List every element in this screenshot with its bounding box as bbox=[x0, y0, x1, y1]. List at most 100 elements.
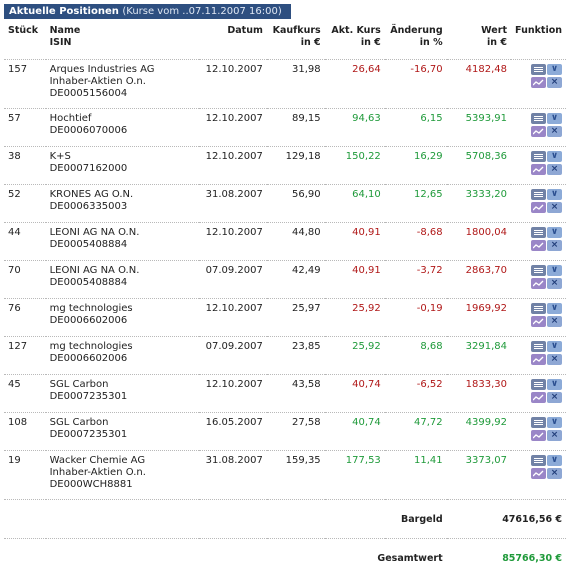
close-icon[interactable]: × bbox=[547, 278, 562, 289]
kaufkurs-cell: 159,35 bbox=[267, 451, 325, 500]
kaufkurs-cell: 42,49 bbox=[267, 261, 325, 299]
isin: DE0005408884 bbox=[50, 277, 196, 289]
isin: DE0007162000 bbox=[50, 163, 196, 175]
isin: DE0007235301 bbox=[50, 391, 196, 403]
kaufkurs-cell: 31,98 bbox=[267, 60, 325, 109]
panel-title: Aktuelle Positionen bbox=[9, 6, 119, 17]
chart-icon[interactable] bbox=[531, 164, 546, 175]
wert-cell: 3373,07 bbox=[447, 451, 511, 500]
stueck-cell: 70 bbox=[4, 261, 46, 299]
wert-cell: 3291,84 bbox=[447, 337, 511, 375]
chart-icon[interactable] bbox=[531, 240, 546, 251]
close-icon[interactable]: × bbox=[547, 392, 562, 403]
wert-cell: 4182,48 bbox=[447, 60, 511, 109]
stock-name: KRONES AG O.N. bbox=[50, 189, 196, 201]
kaufkurs-cell: 89,15 bbox=[267, 109, 325, 147]
close-icon[interactable]: × bbox=[547, 77, 562, 88]
stueck-cell: 157 bbox=[4, 60, 46, 109]
name-cell: LEONI AG NA O.N. DE0005408884 bbox=[46, 261, 200, 299]
list-icon[interactable] bbox=[531, 341, 546, 352]
aktkurs-cell: 177,53 bbox=[325, 451, 385, 500]
isin: DE0006335003 bbox=[50, 201, 196, 213]
close-icon[interactable]: × bbox=[547, 126, 562, 137]
datum-cell: 07.09.2007 bbox=[199, 337, 267, 375]
list-icon[interactable] bbox=[531, 64, 546, 75]
stock-name: mg technologies bbox=[50, 303, 196, 315]
download-icon[interactable]: ∨ bbox=[547, 417, 562, 428]
list-icon[interactable] bbox=[531, 417, 546, 428]
download-icon[interactable]: ∨ bbox=[547, 303, 562, 314]
chart-icon[interactable] bbox=[531, 392, 546, 403]
datum-cell: 16.05.2007 bbox=[199, 413, 267, 451]
close-icon[interactable]: × bbox=[547, 468, 562, 479]
gesamtwert-row: Gesamtwert 85766,30 € bbox=[4, 539, 566, 577]
chart-icon[interactable] bbox=[531, 430, 546, 441]
chart-icon[interactable] bbox=[531, 278, 546, 289]
funktion-cell: ∨ × bbox=[511, 185, 566, 223]
list-icon[interactable] bbox=[531, 189, 546, 200]
list-icon[interactable] bbox=[531, 265, 546, 276]
close-icon[interactable]: × bbox=[547, 316, 562, 327]
download-icon[interactable]: ∨ bbox=[547, 341, 562, 352]
col-datum: Datum bbox=[199, 21, 267, 60]
close-icon[interactable]: × bbox=[547, 240, 562, 251]
list-icon[interactable] bbox=[531, 303, 546, 314]
table-row: 70 LEONI AG NA O.N. DE0005408884 07.09.2… bbox=[4, 261, 566, 299]
list-icon[interactable] bbox=[531, 227, 546, 238]
isin: DE0006602006 bbox=[50, 353, 196, 365]
list-icon[interactable] bbox=[531, 455, 546, 466]
chart-icon[interactable] bbox=[531, 316, 546, 327]
isin: DE0005408884 bbox=[50, 239, 196, 251]
kaufkurs-cell: 27,58 bbox=[267, 413, 325, 451]
aenderung-cell: 16,29 bbox=[385, 147, 447, 185]
aenderung-cell: -3,72 bbox=[385, 261, 447, 299]
wert-cell: 5393,91 bbox=[447, 109, 511, 147]
datum-cell: 31.08.2007 bbox=[199, 451, 267, 500]
table-row: 108 SGL Carbon DE0007235301 16.05.2007 2… bbox=[4, 413, 566, 451]
download-icon[interactable]: ∨ bbox=[547, 455, 562, 466]
name-cell: mg technologies DE0006602006 bbox=[46, 337, 200, 375]
funktion-cell: ∨ × bbox=[511, 299, 566, 337]
name-cell: LEONI AG NA O.N. DE0005408884 bbox=[46, 223, 200, 261]
download-icon[interactable]: ∨ bbox=[547, 113, 562, 124]
name-cell: SGL Carbon DE0007235301 bbox=[46, 413, 200, 451]
list-icon[interactable] bbox=[531, 113, 546, 124]
stueck-cell: 44 bbox=[4, 223, 46, 261]
close-icon[interactable]: × bbox=[547, 430, 562, 441]
chart-icon[interactable] bbox=[531, 468, 546, 479]
chart-icon[interactable] bbox=[531, 354, 546, 365]
panel-subtitle: (Kurse vom ..07.11.2007 16:00) bbox=[122, 6, 281, 17]
chart-icon[interactable] bbox=[531, 126, 546, 137]
chart-icon[interactable] bbox=[531, 77, 546, 88]
list-icon[interactable] bbox=[531, 379, 546, 390]
aenderung-cell: -16,70 bbox=[385, 60, 447, 109]
download-icon[interactable]: ∨ bbox=[547, 189, 562, 200]
chart-icon[interactable] bbox=[531, 202, 546, 213]
close-icon[interactable]: × bbox=[547, 202, 562, 213]
wert-cell: 1833,30 bbox=[447, 375, 511, 413]
gesamtwert-value: 85766,30 € bbox=[447, 539, 566, 577]
download-icon[interactable]: ∨ bbox=[547, 151, 562, 162]
close-icon[interactable]: × bbox=[547, 164, 562, 175]
stueck-cell: 57 bbox=[4, 109, 46, 147]
gesamtwert-label: Gesamtwert bbox=[4, 539, 447, 577]
aktkurs-cell: 64,10 bbox=[325, 185, 385, 223]
wert-cell: 5708,36 bbox=[447, 147, 511, 185]
wert-cell: 1969,92 bbox=[447, 299, 511, 337]
aenderung-cell: 11,41 bbox=[385, 451, 447, 500]
list-icon[interactable] bbox=[531, 151, 546, 162]
download-icon[interactable]: ∨ bbox=[547, 265, 562, 276]
download-icon[interactable]: ∨ bbox=[547, 64, 562, 75]
table-row: 19 Wacker Chemie AG Inhaber-Aktien O.n. … bbox=[4, 451, 566, 500]
close-icon[interactable]: × bbox=[547, 354, 562, 365]
kaufkurs-cell: 129,18 bbox=[267, 147, 325, 185]
download-icon[interactable]: ∨ bbox=[547, 227, 562, 238]
aenderung-cell: -6,52 bbox=[385, 375, 447, 413]
funktion-cell: ∨ × bbox=[511, 413, 566, 451]
isin: DE0006602006 bbox=[50, 315, 196, 327]
datum-cell: 07.09.2007 bbox=[199, 261, 267, 299]
download-icon[interactable]: ∨ bbox=[547, 379, 562, 390]
